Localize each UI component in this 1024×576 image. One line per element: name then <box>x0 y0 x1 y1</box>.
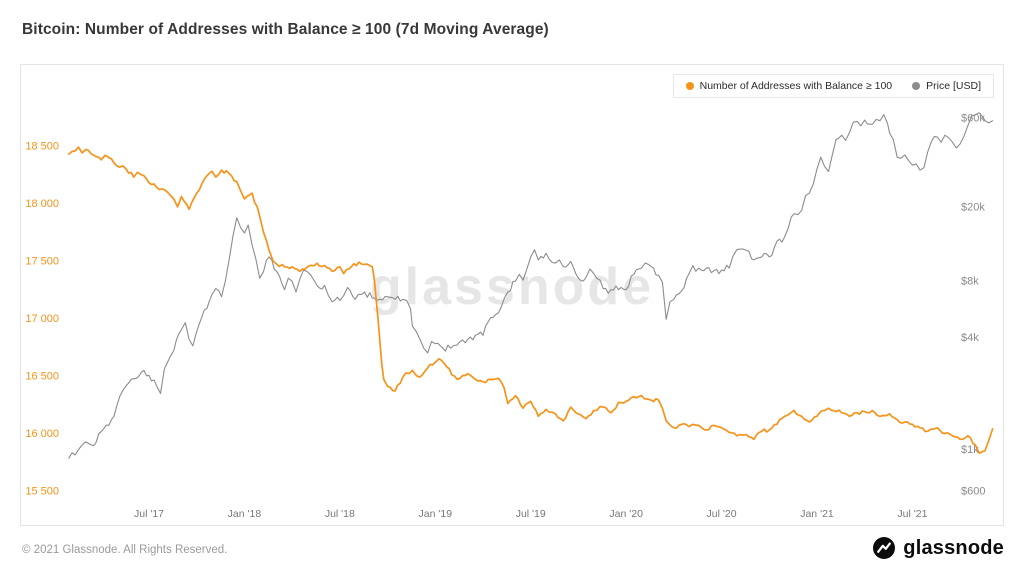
x-axis-tick: Jul '18 <box>325 508 355 520</box>
y-axis-left-tick: 16 000 <box>25 428 59 440</box>
page-title: Bitcoin: Number of Addresses with Balanc… <box>22 21 549 38</box>
copyright-text: © 2021 Glassnode. All Rights Reserved. <box>22 544 228 556</box>
legend-label-price: Price [USD] <box>926 80 981 92</box>
glassnode-logo: glassnode <box>872 536 1004 560</box>
series-line-addresses <box>67 146 994 454</box>
y-axis-left-tick: 17 000 <box>25 313 59 325</box>
glassnode-logo-text: glassnode <box>903 536 1004 559</box>
x-axis-tick: Jan '19 <box>419 508 453 520</box>
y-axis-left-tick: 15 500 <box>25 486 59 498</box>
x-axis-tick: Jan '20 <box>609 508 643 520</box>
y-axis-left-tick: 18 500 <box>25 141 59 153</box>
x-axis-tick: Jul '21 <box>897 508 927 520</box>
y-axis-right-tick: $4k <box>961 332 979 344</box>
y-axis-right-tick: $20k <box>961 201 985 213</box>
y-axis-left-tick: 18 000 <box>25 198 59 210</box>
legend-label-addresses: Number of Addresses with Balance ≥ 100 <box>699 80 893 92</box>
y-axis-right-tick: $8k <box>961 276 979 288</box>
y-axis-right-tick: $1k <box>961 444 979 456</box>
y-axis-right-tick: $60k <box>961 113 985 125</box>
y-axis-left-tick: 16 500 <box>25 371 59 383</box>
glassnode-logo-icon <box>873 537 896 559</box>
series-line-price <box>68 112 994 459</box>
legend-item-price[interactable]: Price [USD] <box>912 80 981 92</box>
chart-legend: Number of Addresses with Balance ≥ 100 P… <box>672 74 994 98</box>
y-axis-right-tick: $600 <box>961 486 985 498</box>
x-axis-tick: Jul '19 <box>516 508 546 520</box>
chart-canvas[interactable]: 18 500 18 000 17 500 17 000 16 500 16 000 15 5… <box>21 65 1003 525</box>
x-axis-tick: Jul '17 <box>134 508 164 520</box>
legend-dot-addresses-icon <box>685 82 694 90</box>
legend-item-addresses[interactable]: Number of Addresses with Balance ≥ 100 <box>685 80 893 92</box>
x-axis-tick: Jul '20 <box>707 508 737 520</box>
x-axis-tick: Jan '21 <box>800 508 834 520</box>
y-axis-left-tick: 17 500 <box>25 256 59 268</box>
x-axis-tick: Jan '18 <box>228 508 262 520</box>
legend-dot-price-icon <box>912 82 921 90</box>
chart-panel: Number of Addresses with Balance ≥ 100 P… <box>20 64 1004 526</box>
